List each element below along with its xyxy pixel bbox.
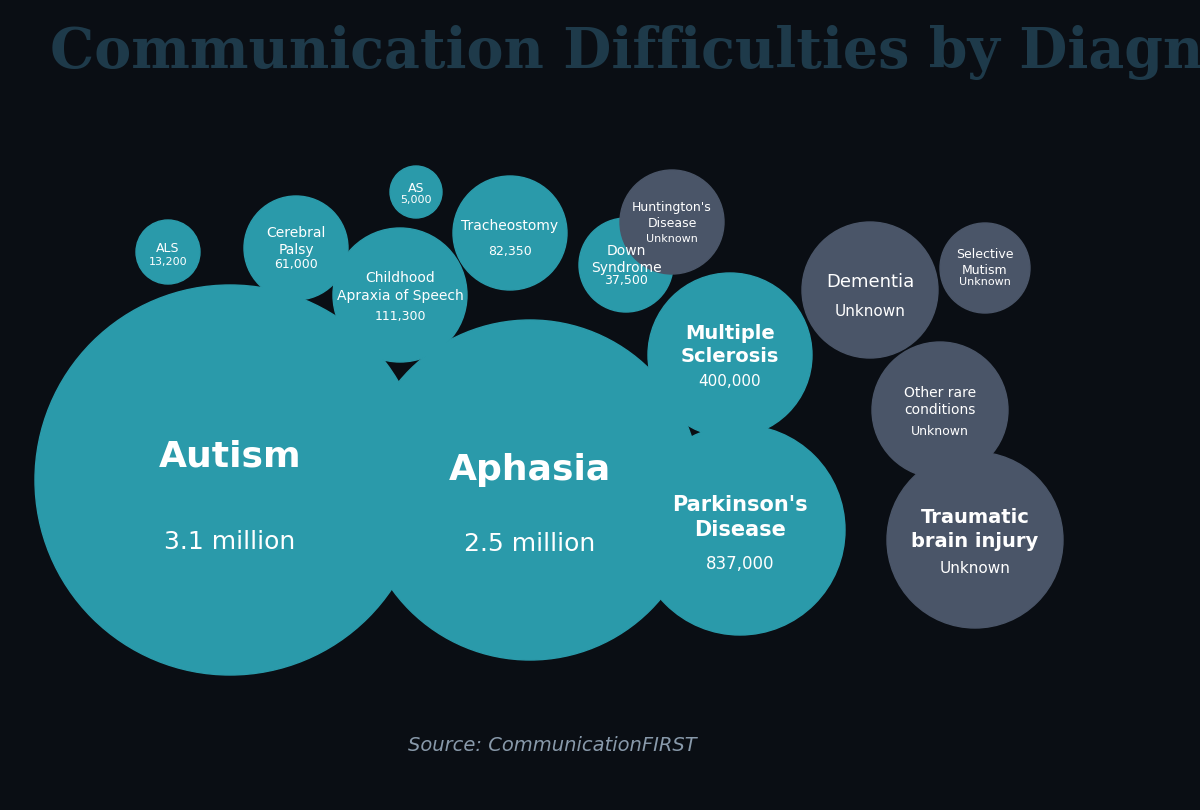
Text: 2.5 million: 2.5 million — [464, 532, 595, 556]
Circle shape — [872, 342, 1008, 478]
Text: 5,000: 5,000 — [401, 195, 432, 205]
Circle shape — [390, 166, 442, 218]
Circle shape — [136, 220, 200, 284]
Text: Autism: Autism — [158, 440, 301, 474]
Text: AS: AS — [408, 182, 425, 195]
Text: 61,000: 61,000 — [274, 258, 318, 271]
Circle shape — [940, 223, 1030, 313]
Circle shape — [635, 425, 845, 635]
Circle shape — [620, 170, 724, 274]
Text: 3.1 million: 3.1 million — [164, 531, 295, 554]
Text: Tracheostomy: Tracheostomy — [462, 220, 558, 233]
Text: 837,000: 837,000 — [706, 555, 774, 573]
Text: 400,000: 400,000 — [698, 373, 761, 389]
Text: Multiple
Sclerosis: Multiple Sclerosis — [680, 324, 779, 366]
Circle shape — [887, 452, 1063, 628]
Text: ALS: ALS — [156, 241, 180, 254]
Text: Dementia: Dementia — [826, 273, 914, 291]
Circle shape — [35, 285, 425, 675]
Text: Cerebral
Palsy: Cerebral Palsy — [266, 226, 325, 258]
Text: Traumatic
brain injury: Traumatic brain injury — [911, 508, 1039, 551]
Text: Huntington's
Disease: Huntington's Disease — [632, 201, 712, 230]
Circle shape — [648, 273, 812, 437]
Circle shape — [454, 176, 568, 290]
Circle shape — [334, 228, 467, 362]
Text: Unknown: Unknown — [959, 277, 1010, 288]
Text: Communication Difficulties by Diagnosis: Communication Difficulties by Diagnosis — [50, 25, 1200, 80]
Circle shape — [580, 218, 673, 312]
Text: 111,300: 111,300 — [374, 310, 426, 323]
Text: Unknown: Unknown — [834, 305, 906, 319]
Text: 82,350: 82,350 — [488, 245, 532, 258]
Text: Selective
Mutism: Selective Mutism — [956, 248, 1014, 277]
Text: 13,200: 13,200 — [149, 258, 187, 267]
Circle shape — [360, 320, 700, 660]
Text: Unknown: Unknown — [940, 561, 1010, 576]
Text: Unknown: Unknown — [646, 233, 698, 244]
Text: 37,500: 37,500 — [604, 274, 648, 287]
Circle shape — [244, 196, 348, 300]
Text: Childhood
Apraxia of Speech: Childhood Apraxia of Speech — [337, 271, 463, 303]
Text: Unknown: Unknown — [911, 425, 968, 438]
Text: Source: CommunicationFIRST: Source: CommunicationFIRST — [408, 736, 697, 755]
Text: Aphasia: Aphasia — [449, 453, 611, 487]
Text: Parkinson's
Disease: Parkinson's Disease — [672, 495, 808, 539]
Circle shape — [802, 222, 938, 358]
Text: Down
Syndrome: Down Syndrome — [590, 244, 661, 275]
Text: Other rare
conditions: Other rare conditions — [904, 386, 976, 417]
